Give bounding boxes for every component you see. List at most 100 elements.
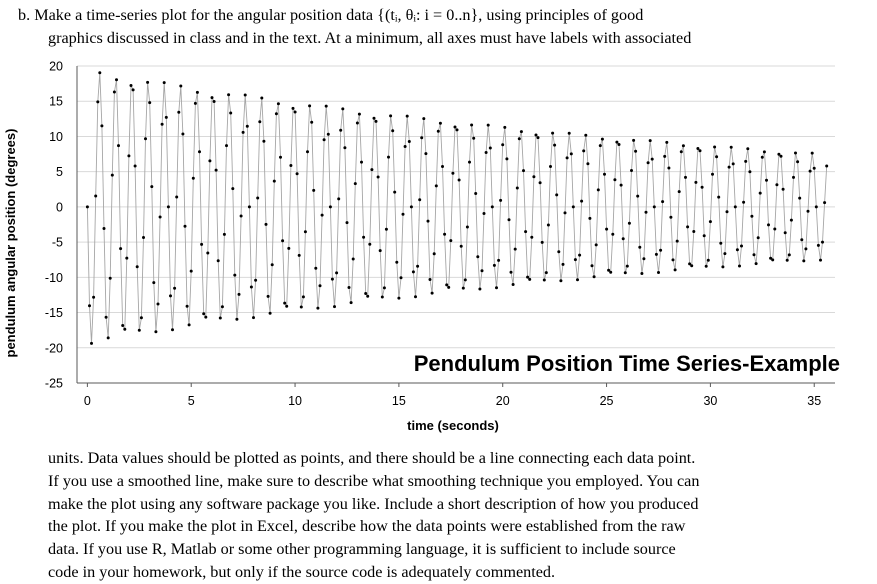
data-point: [690, 264, 694, 268]
data-point: [571, 205, 575, 209]
data-point: [372, 116, 376, 120]
data-point: [212, 100, 216, 103]
data-point: [200, 242, 204, 246]
data-point: [341, 107, 345, 111]
data-point: [131, 88, 135, 92]
data-point: [399, 276, 403, 280]
data-point: [735, 248, 739, 252]
data-point: [115, 78, 118, 82]
data-point: [125, 256, 129, 260]
data-point: [501, 143, 505, 147]
data-point: [582, 149, 586, 153]
data-point: [384, 227, 388, 231]
axes: [76, 66, 835, 387]
data-point: [669, 215, 673, 219]
data-point: [235, 317, 239, 321]
data-point: [314, 266, 318, 270]
data-point: [362, 235, 366, 239]
data-point: [661, 200, 665, 204]
data-point: [627, 221, 631, 225]
data-point: [102, 227, 106, 230]
question-line-8: code in your homework, but only if the s…: [48, 562, 556, 581]
data-point: [438, 121, 442, 125]
x-tick-label: 10: [288, 394, 302, 408]
data-point: [378, 249, 382, 253]
data-point: [214, 168, 218, 172]
data-point: [694, 180, 698, 184]
x-tick-labels: 0 5 10 15 20 25 30 35: [84, 394, 821, 408]
data-point: [121, 324, 125, 327]
question-line-2: graphics discussed in class and in the t…: [48, 28, 692, 47]
data-point: [708, 220, 712, 224]
data-point: [405, 114, 409, 118]
data-point: [189, 269, 193, 273]
data-point: [328, 205, 332, 209]
data-point: [310, 120, 314, 124]
data-point: [816, 243, 820, 247]
data-point: [798, 196, 802, 200]
question-intro: b. Make a time-series plot for the angul…: [18, 4, 868, 50]
data-point: [804, 247, 808, 251]
data-point: [542, 278, 546, 282]
data-point: [675, 239, 679, 243]
data-point: [490, 205, 494, 209]
data-point: [137, 328, 141, 332]
data-point: [179, 84, 183, 88]
data-point: [451, 171, 455, 175]
data-point: [754, 262, 758, 266]
data-point: [519, 130, 523, 134]
data-point: [357, 112, 361, 116]
data-point: [492, 263, 496, 267]
data-point: [775, 183, 779, 187]
data-point: [532, 175, 536, 179]
data-point: [468, 160, 471, 164]
data-point: [584, 133, 588, 137]
data-point: [459, 244, 463, 248]
data-point: [198, 150, 201, 154]
data-point: [528, 277, 532, 281]
data-point: [432, 252, 436, 256]
data-point: [333, 305, 336, 309]
data-point: [576, 278, 579, 282]
data-point: [725, 210, 729, 214]
data-point: [578, 253, 582, 257]
data-point: [208, 159, 212, 163]
data-point: [721, 265, 725, 269]
data-point: [187, 323, 191, 327]
data-point: [463, 278, 467, 282]
data-point: [152, 281, 156, 285]
data-point: [279, 155, 282, 159]
data-point: [767, 223, 770, 227]
data-point: [266, 294, 270, 298]
x-axis-label: time (seconds): [407, 418, 499, 433]
data-point: [391, 129, 395, 133]
data-point: [486, 123, 490, 127]
data-point: [652, 205, 656, 209]
data-point: [308, 104, 312, 108]
data-point: [713, 145, 717, 149]
data-point: [169, 294, 172, 298]
data-point: [229, 111, 233, 115]
data-point: [220, 305, 224, 309]
y-tick-label: 5: [56, 165, 63, 179]
data-point: [515, 186, 519, 190]
data-point: [476, 255, 480, 259]
data-point: [536, 136, 540, 140]
data-point: [723, 252, 727, 256]
data-point: [181, 132, 185, 136]
data-point: [376, 175, 380, 179]
data-point: [297, 253, 301, 257]
y-axis-label: pendulum angular position (degrees): [3, 129, 18, 358]
data-point: [185, 304, 189, 308]
data-point: [509, 270, 513, 274]
data-point: [148, 101, 152, 105]
data-point: [569, 152, 573, 156]
data-point: [195, 90, 199, 94]
data-point: [191, 176, 195, 180]
data-point: [549, 165, 552, 168]
question-line-3: units. Data values should be plotted as …: [48, 449, 696, 467]
series-connecting-line: [86, 72, 828, 344]
data-point: [202, 312, 206, 316]
data-point: [401, 212, 405, 216]
data-point: [586, 162, 590, 166]
